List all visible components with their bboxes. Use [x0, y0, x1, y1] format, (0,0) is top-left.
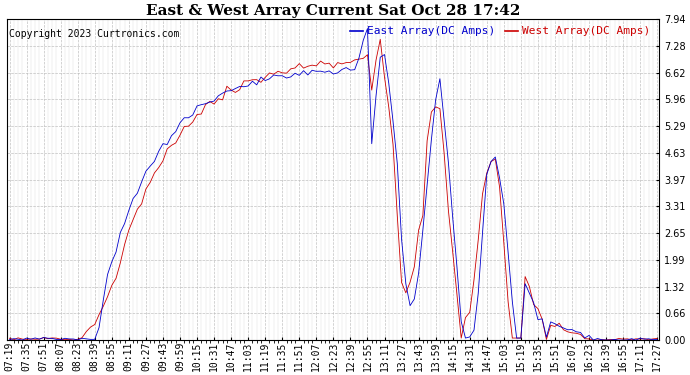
Legend: East Array(DC Amps), West Array(DC Amps): East Array(DC Amps), West Array(DC Amps) [350, 27, 651, 36]
Text: Copyright 2023 Curtronics.com: Copyright 2023 Curtronics.com [10, 29, 180, 39]
Title: East & West Array Current Sat Oct 28 17:42: East & West Array Current Sat Oct 28 17:… [146, 4, 520, 18]
